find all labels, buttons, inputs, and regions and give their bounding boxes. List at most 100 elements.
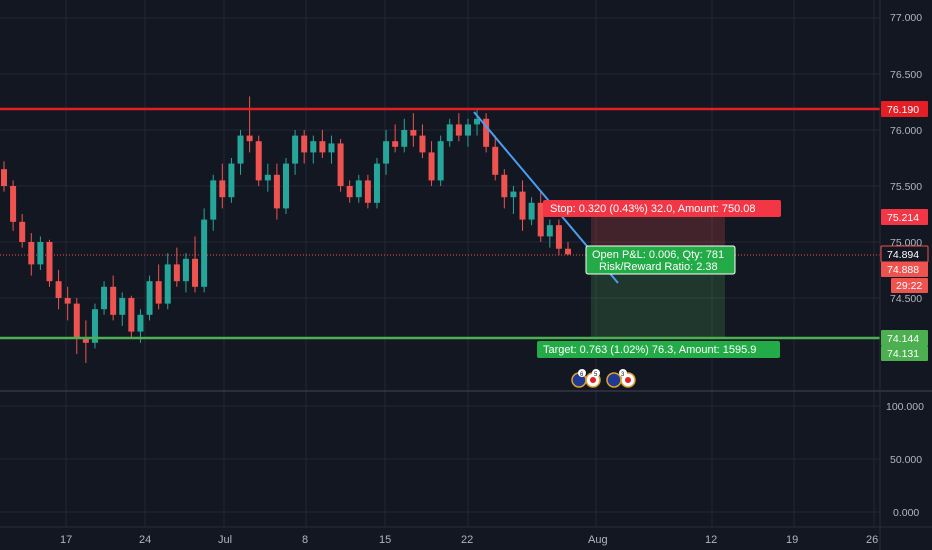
date-tick: 19 bbox=[786, 534, 798, 546]
candle-body bbox=[19, 221, 26, 242]
candle-body bbox=[519, 191, 526, 220]
open-pnl-box[interactable]: Open P&L: 0.006, Qty: 781 Risk/Reward Ra… bbox=[585, 245, 736, 275]
candle-body bbox=[455, 124, 462, 136]
candle-body bbox=[64, 298, 71, 304]
svg-text:Stop: 0.320 (0.43%) 32.0, Amou: Stop: 0.320 (0.43%) 32.0, Amount: 750.08 bbox=[550, 203, 755, 215]
close-price-tag[interactable]: 74.894 bbox=[880, 245, 929, 263]
candle-body bbox=[155, 281, 162, 304]
svg-text:74.144: 74.144 bbox=[887, 333, 919, 345]
support-price-tag[interactable]: 74.144 bbox=[881, 330, 928, 346]
candle-body bbox=[1, 169, 7, 186]
flag-event-icon[interactable]: 3 bbox=[619, 369, 636, 388]
candle-body bbox=[164, 264, 171, 304]
candle-body bbox=[428, 152, 435, 181]
candle-body bbox=[364, 180, 371, 203]
candle-body bbox=[101, 286, 108, 310]
price-candles bbox=[1, 96, 571, 363]
svg-text:74.131: 74.131 bbox=[887, 348, 919, 360]
candle-body bbox=[319, 141, 326, 153]
date-tick: 15 bbox=[379, 534, 391, 546]
candle-body bbox=[555, 225, 562, 249]
svg-text:Target: 0.763 (1.02%) 76.3, Am: Target: 0.763 (1.02%) 76.3, Amount: 1595… bbox=[543, 344, 756, 356]
price-tick: 77.000 bbox=[890, 12, 922, 24]
countdown-tag: 29:22 bbox=[891, 278, 928, 293]
stop-label-box[interactable]: Stop: 0.320 (0.43%) 32.0, Amount: 750.08 bbox=[543, 200, 781, 217]
candle-body bbox=[192, 258, 199, 287]
svg-text:29:22: 29:22 bbox=[896, 280, 922, 292]
candle-body bbox=[401, 130, 408, 147]
candle-body bbox=[301, 135, 308, 153]
bid-price-tag[interactable]: 74.888 bbox=[881, 262, 928, 277]
svg-text:76.190: 76.190 bbox=[887, 104, 919, 116]
candle-body bbox=[28, 242, 35, 265]
grid-lines bbox=[0, 0, 880, 527]
candle-body bbox=[182, 258, 189, 282]
date-tick: Aug bbox=[588, 534, 608, 546]
target-price-tag[interactable]: 74.131 bbox=[881, 346, 928, 361]
date-tick: 8 bbox=[302, 534, 308, 546]
candle-body bbox=[55, 281, 62, 298]
flag-event-icon[interactable]: 5 bbox=[585, 369, 601, 388]
candle-body bbox=[73, 303, 80, 338]
candle-body bbox=[510, 191, 517, 198]
candle-body bbox=[528, 202, 535, 220]
candle-body bbox=[283, 163, 289, 209]
candle-body bbox=[337, 143, 344, 186]
svg-text:3: 3 bbox=[621, 372, 625, 378]
candle-body bbox=[255, 141, 262, 181]
candle-body bbox=[228, 163, 235, 198]
candle-body bbox=[373, 163, 380, 203]
svg-text:5: 5 bbox=[594, 372, 598, 378]
candle-body bbox=[201, 219, 208, 287]
candle-body bbox=[137, 314, 144, 332]
stop-price-tag[interactable]: 75.214 bbox=[881, 209, 928, 225]
target-label-box[interactable]: Target: 0.763 (1.02%) 76.3, Amount: 1595… bbox=[537, 341, 780, 358]
date-tick: 22 bbox=[461, 534, 473, 546]
resistance-price-tag[interactable]: 76.190 bbox=[881, 101, 928, 117]
candle-body bbox=[273, 174, 280, 209]
candle-body bbox=[46, 242, 53, 282]
candle-body bbox=[355, 180, 362, 198]
candle-body bbox=[146, 281, 153, 315]
date-tick: Jul bbox=[218, 534, 232, 546]
candle-body bbox=[246, 135, 253, 142]
candle-body bbox=[237, 135, 244, 164]
candle-body bbox=[437, 141, 444, 181]
date-tick: 26 bbox=[866, 534, 878, 546]
candle-body bbox=[264, 174, 271, 181]
price-tick: 76.500 bbox=[890, 69, 922, 81]
svg-text:Open P&L: 0.006, Qty: 781: Open P&L: 0.006, Qty: 781 bbox=[592, 249, 724, 261]
candle-body bbox=[537, 202, 544, 237]
flag-event-icon[interactable] bbox=[606, 372, 622, 388]
svg-text:6: 6 bbox=[580, 372, 584, 378]
candle-body bbox=[91, 309, 98, 343]
time-axis: 17 24 Jul 8 15 22 Aug 12 19 26 bbox=[60, 534, 878, 546]
price-tick: 75.500 bbox=[890, 181, 922, 193]
date-tick: 12 bbox=[705, 534, 717, 546]
candle-body bbox=[383, 141, 390, 164]
candle-body bbox=[392, 141, 399, 147]
economic-events[interactable]: 6 5 3 bbox=[571, 369, 636, 388]
svg-text:74.888: 74.888 bbox=[887, 264, 919, 276]
candle-body bbox=[119, 298, 126, 315]
volume-tick: 0.000 bbox=[893, 507, 919, 519]
svg-text:74.894: 74.894 bbox=[887, 249, 919, 261]
candle-body bbox=[173, 264, 180, 282]
candle-body bbox=[219, 180, 226, 198]
price-tick: 76.000 bbox=[890, 125, 922, 137]
candle-body bbox=[82, 337, 89, 343]
volume-tick: 100.000 bbox=[886, 401, 924, 413]
candle-body bbox=[419, 135, 426, 153]
svg-text:75.214: 75.214 bbox=[887, 212, 919, 224]
candle-body bbox=[210, 180, 217, 220]
date-tick: 17 bbox=[60, 534, 72, 546]
candle-body bbox=[492, 146, 499, 175]
candle-body bbox=[37, 242, 44, 265]
candle-body bbox=[410, 130, 417, 136]
candle-body bbox=[346, 186, 353, 198]
candle-body bbox=[546, 225, 553, 237]
candle-body bbox=[128, 298, 135, 332]
candle-body bbox=[310, 141, 317, 153]
